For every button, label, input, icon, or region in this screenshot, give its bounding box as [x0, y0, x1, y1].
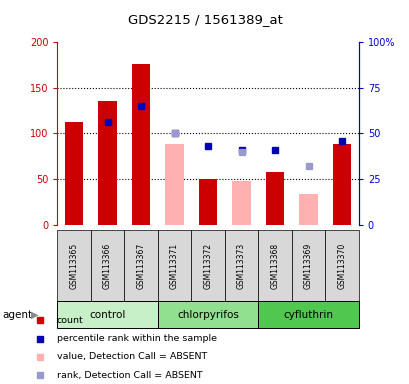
Bar — [332, 144, 351, 225]
Text: rank, Detection Call = ABSENT: rank, Detection Call = ABSENT — [56, 371, 202, 379]
Bar — [65, 122, 83, 225]
Text: ▶: ▶ — [31, 310, 38, 320]
Bar — [232, 181, 250, 225]
Bar — [324, 230, 358, 301]
Bar — [157, 301, 258, 328]
Bar — [132, 64, 150, 225]
Text: GSM113368: GSM113368 — [270, 243, 279, 289]
Bar — [191, 230, 224, 301]
Text: GSM113366: GSM113366 — [103, 243, 112, 289]
Text: count: count — [56, 316, 83, 325]
Bar — [57, 301, 157, 328]
Text: GSM113371: GSM113371 — [170, 243, 179, 289]
Bar — [224, 230, 258, 301]
Text: control: control — [89, 310, 126, 320]
Bar — [258, 301, 358, 328]
Bar — [91, 230, 124, 301]
Bar — [265, 172, 283, 225]
Bar — [98, 101, 117, 225]
Text: agent: agent — [2, 310, 32, 320]
Text: GSM113369: GSM113369 — [303, 243, 312, 289]
Text: chlorpyrifos: chlorpyrifos — [177, 310, 238, 320]
Bar — [299, 194, 317, 225]
Text: percentile rank within the sample: percentile rank within the sample — [56, 334, 216, 343]
Bar — [157, 230, 191, 301]
Bar — [124, 230, 157, 301]
Text: GSM113365: GSM113365 — [70, 243, 79, 289]
Text: GSM113373: GSM113373 — [236, 243, 245, 289]
Text: value, Detection Call = ABSENT: value, Detection Call = ABSENT — [56, 352, 207, 361]
Text: GDS2215 / 1561389_at: GDS2215 / 1561389_at — [127, 13, 282, 26]
Bar — [165, 144, 183, 225]
Text: GSM113370: GSM113370 — [337, 243, 346, 289]
Bar — [198, 179, 217, 225]
Bar — [57, 230, 91, 301]
Text: GSM113372: GSM113372 — [203, 243, 212, 289]
Bar — [291, 230, 324, 301]
Text: GSM113367: GSM113367 — [136, 243, 145, 289]
Bar — [258, 230, 291, 301]
Text: cyfluthrin: cyfluthrin — [283, 310, 333, 320]
